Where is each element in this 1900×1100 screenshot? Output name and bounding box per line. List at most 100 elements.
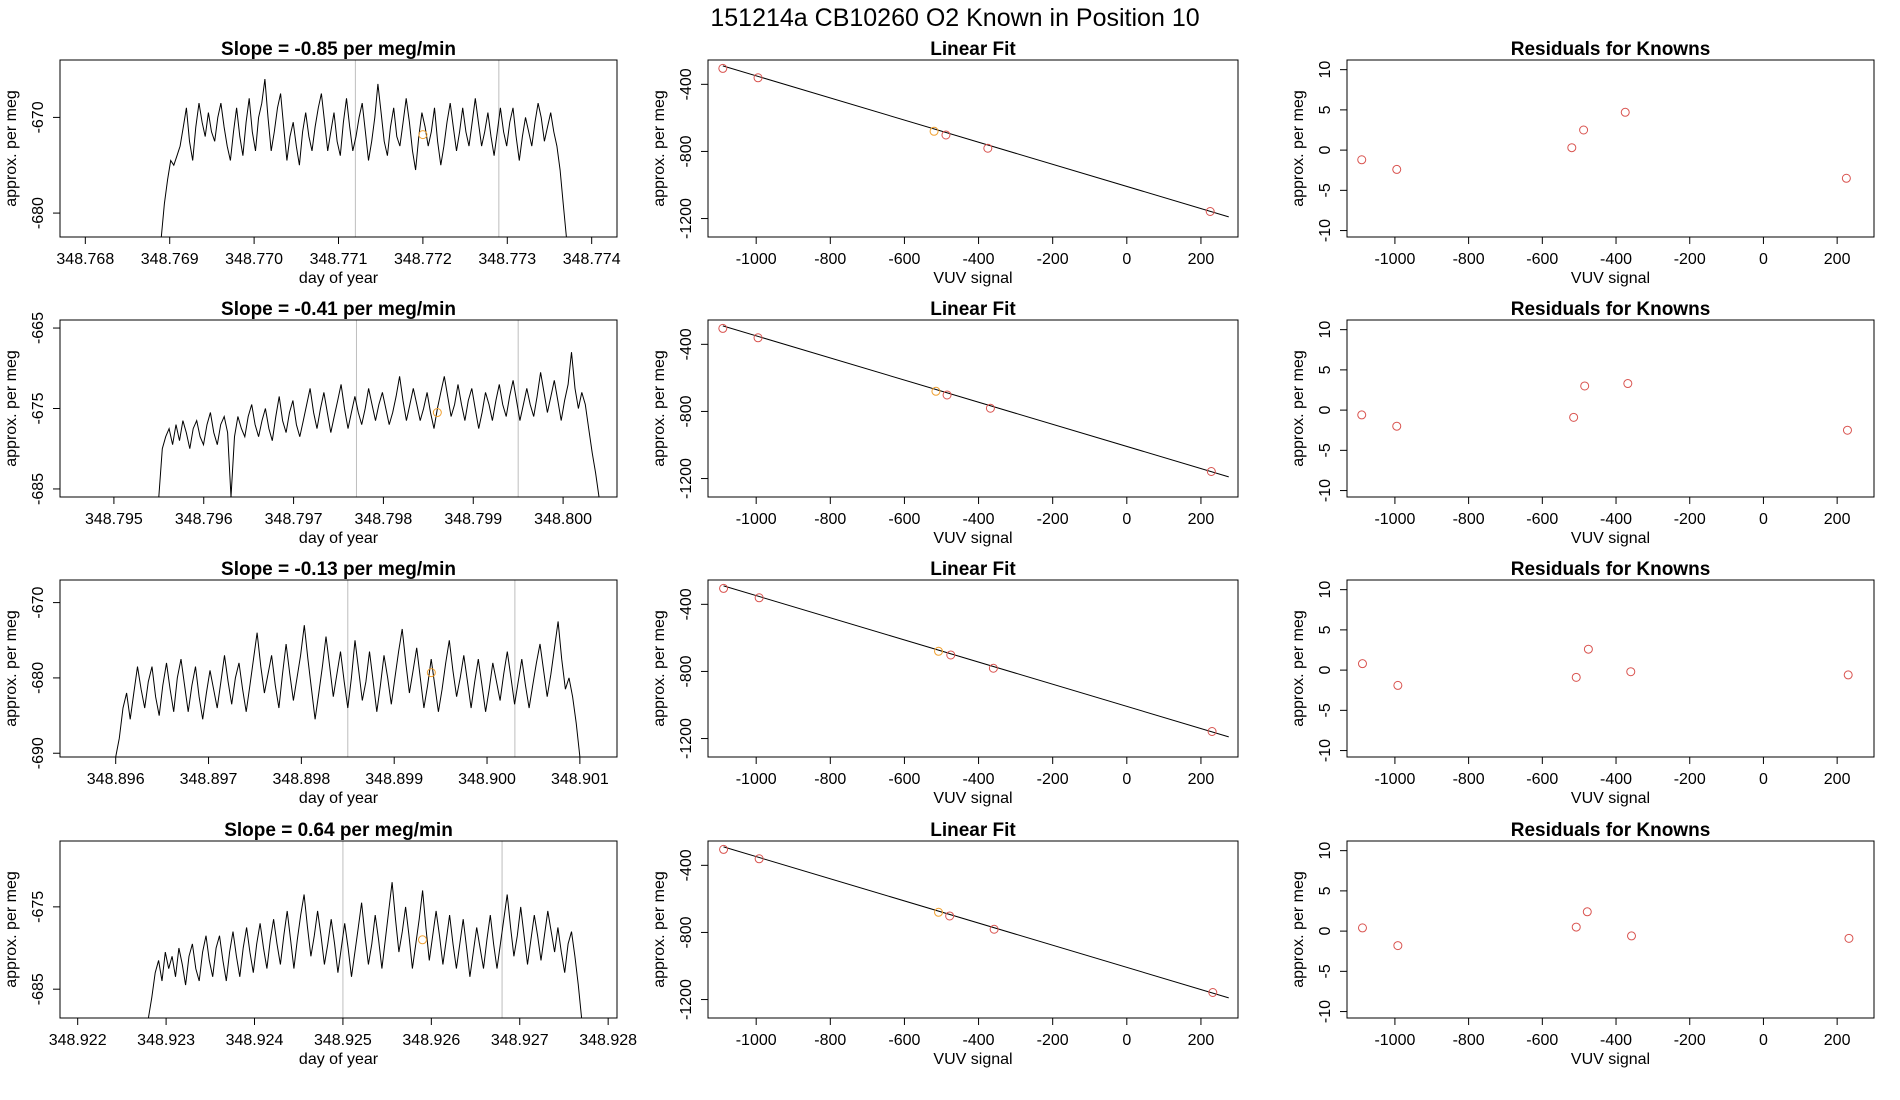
panel-1-3: Residuals for Knowns-1000 -800 -600 -400 -20… xyxy=(1290,39,1875,287)
data-point xyxy=(1392,421,1402,431)
y-tick-label: -400 xyxy=(678,68,695,100)
data-point xyxy=(1357,410,1367,420)
data-point xyxy=(1392,164,1402,174)
y-tick-label: -670 xyxy=(30,101,47,133)
plot-frame xyxy=(1346,579,1875,758)
x-tick-label: 200 xyxy=(1824,251,1851,268)
panel-2-3: Residuals for Knowns-1000 -800 -600 -400 -20… xyxy=(1290,299,1875,547)
x-tick-label: 348.922 xyxy=(49,1032,107,1049)
panel-4-3: Residuals for Knowns-1000 -800 -600 -400 -20… xyxy=(1290,820,1875,1068)
x-axis-label: VUV signal xyxy=(1571,270,1650,287)
x-tick-label: -800 xyxy=(814,1032,846,1049)
data-point xyxy=(753,333,763,343)
data-point xyxy=(1579,125,1589,135)
plot-frame xyxy=(707,59,1239,238)
y-tick-label: -10 xyxy=(1317,219,1334,242)
y-tick-label: -685 xyxy=(30,973,47,1005)
x-tick-label: 348.795 xyxy=(85,511,143,528)
x-tick-label: 0 xyxy=(1759,771,1768,788)
y-tick-label: 0 xyxy=(1317,927,1334,936)
data-point xyxy=(753,73,763,83)
fit-line xyxy=(723,585,1229,738)
data-point xyxy=(988,663,998,673)
panel-1-1: Slope = -0.85 per meg/min 348.768 348.769 3… xyxy=(3,39,621,287)
data-point xyxy=(719,583,729,593)
x-axis-label: VUV signal xyxy=(933,790,1012,807)
y-tick-label: -400 xyxy=(678,588,695,620)
y-tick-label: -400 xyxy=(678,849,695,881)
x-tick-label: -400 xyxy=(1600,511,1632,528)
y-tick-label: -685 xyxy=(30,473,47,505)
x-tick-label: -200 xyxy=(1674,771,1706,788)
y-tick-label: -800 xyxy=(678,655,695,687)
x-tick-label: 0 xyxy=(1759,511,1768,528)
x-tick-label: 348.769 xyxy=(141,251,199,268)
y-tick-label: -680 xyxy=(30,662,47,694)
data-point xyxy=(941,130,951,140)
panel-3-1: Slope = -0.13 per meg/min 348.896 348.897 3… xyxy=(3,559,618,807)
x-tick-label: 348.797 xyxy=(265,511,323,528)
y-tick-label: 5 xyxy=(1317,886,1334,895)
y-axis-label: approx. per meg xyxy=(651,610,668,727)
y-tick-label: -400 xyxy=(678,328,695,360)
x-tick-label: -400 xyxy=(1600,251,1632,268)
data-point xyxy=(1206,466,1216,476)
data-point xyxy=(1357,923,1367,933)
x-tick-label: -1000 xyxy=(1374,511,1415,528)
plot-area xyxy=(160,79,567,237)
panels-grid: Slope = -0.85 per meg/min 348.768 348.769 3… xyxy=(3,39,1875,1068)
data-point xyxy=(1357,155,1367,165)
y-axis-label: approx. per meg xyxy=(1290,90,1307,207)
y-tick-label: -675 xyxy=(30,392,47,424)
signal-trace-line xyxy=(115,621,581,757)
y-tick-label: 0 xyxy=(1317,406,1334,415)
y-tick-label: 5 xyxy=(1317,365,1334,374)
y-axis-label: approx. per meg xyxy=(3,90,20,207)
plot-area xyxy=(1357,379,1852,435)
x-tick-label: -800 xyxy=(814,511,846,528)
x-axis-label: day of year xyxy=(299,270,379,287)
signal-trace-line xyxy=(147,882,583,1018)
fit-line xyxy=(723,846,1229,999)
x-tick-label: -200 xyxy=(1037,1032,1069,1049)
panel-title: Slope = -0.13 per meg/min xyxy=(221,559,456,580)
x-tick-label: -200 xyxy=(1037,251,1069,268)
x-tick-label: 348.924 xyxy=(226,1032,284,1049)
y-tick-label: -1200 xyxy=(678,718,695,759)
data-point xyxy=(1583,644,1593,654)
y-tick-label: 5 xyxy=(1317,625,1334,634)
data-point xyxy=(1843,670,1853,680)
data-point xyxy=(1620,107,1630,117)
x-tick-label: -800 xyxy=(814,251,846,268)
x-tick-label: -800 xyxy=(1453,1032,1485,1049)
y-tick-label: -5 xyxy=(1317,964,1334,978)
panel-title: Linear Fit xyxy=(930,39,1016,60)
data-point xyxy=(1841,173,1851,183)
x-axis-label: VUV signal xyxy=(933,530,1012,547)
plot-area xyxy=(718,323,1229,478)
y-tick-label: -1200 xyxy=(678,979,695,1020)
y-tick-label: -800 xyxy=(678,916,695,948)
x-axis-label: VUV signal xyxy=(933,270,1012,287)
y-tick-label: -5 xyxy=(1317,183,1334,197)
y-axis-label: approx. per meg xyxy=(651,350,668,467)
x-tick-label: -600 xyxy=(888,771,920,788)
x-tick-label: -400 xyxy=(963,251,995,268)
panel-title: Linear Fit xyxy=(930,820,1016,841)
x-tick-label: -1000 xyxy=(736,251,777,268)
y-tick-label: 10 xyxy=(1317,581,1334,599)
panel-1-2: Linear Fit -1000 -800 -600 -400 -200 0 200 -400 -… xyxy=(651,39,1239,287)
x-tick-label: -200 xyxy=(1037,771,1069,788)
data-point xyxy=(1844,933,1854,943)
x-tick-label: 348.796 xyxy=(175,511,233,528)
panel-2-1: Slope = -0.41 per meg/min 348.795 348.796 3… xyxy=(3,299,618,547)
y-axis-label: approx. per meg xyxy=(1290,610,1307,727)
highlight-point xyxy=(418,130,428,140)
x-tick-label: -1000 xyxy=(1374,251,1415,268)
data-point xyxy=(718,323,728,333)
panel-title: Linear Fit xyxy=(930,559,1016,580)
x-tick-label: 348.774 xyxy=(563,251,621,268)
y-axis-label: approx. per meg xyxy=(1290,871,1307,988)
x-tick-label: -400 xyxy=(963,1032,995,1049)
x-tick-label: -1000 xyxy=(1374,1032,1415,1049)
